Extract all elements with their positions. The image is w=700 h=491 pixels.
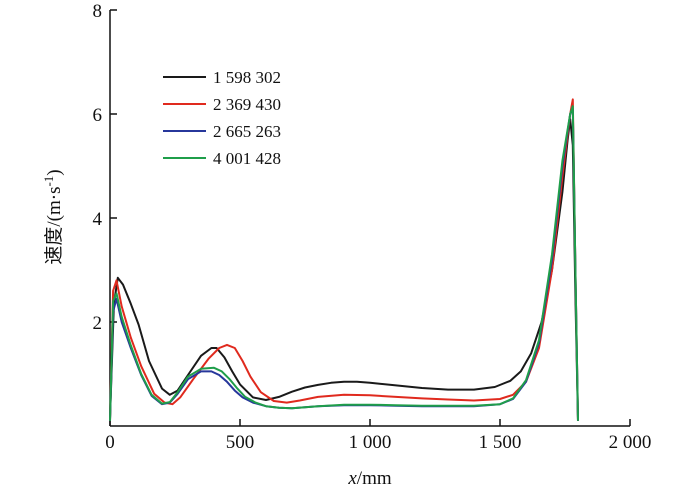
series-line-1	[109, 118, 579, 421]
series-line-3	[109, 107, 579, 421]
x-tick-label: 1 500	[479, 432, 522, 453]
axes	[109, 10, 630, 427]
legend-label-3: 2 665 263	[213, 122, 281, 141]
x-axis-title: x/mm	[347, 468, 391, 489]
legend: 1 598 302 2 369 430 2 665 263 4 001 428	[163, 68, 281, 168]
series-layer	[109, 98, 579, 421]
legend-label-2: 2 369 430	[213, 95, 281, 114]
ticks: 0 500 1 000 1 500 2 000 2 4 6 8	[93, 1, 652, 453]
y-tick-label: 4	[93, 209, 103, 230]
series-line-2	[109, 98, 579, 421]
x-tick-label: 2 000	[609, 432, 652, 453]
x-tick-label: 0	[105, 432, 115, 453]
y-tick-label: 8	[93, 1, 103, 22]
legend-label-4: 4 001 428	[213, 149, 281, 168]
y-axis-title: 速度/(m·s-1)	[41, 169, 65, 264]
legend-label-1: 1 598 302	[213, 68, 281, 87]
x-tick-label: 500	[226, 432, 255, 453]
y-tick-label: 6	[93, 105, 103, 126]
y-tick-label: 2	[93, 313, 103, 334]
x-tick-label: 1 000	[349, 432, 392, 453]
series-line-4	[109, 105, 579, 421]
